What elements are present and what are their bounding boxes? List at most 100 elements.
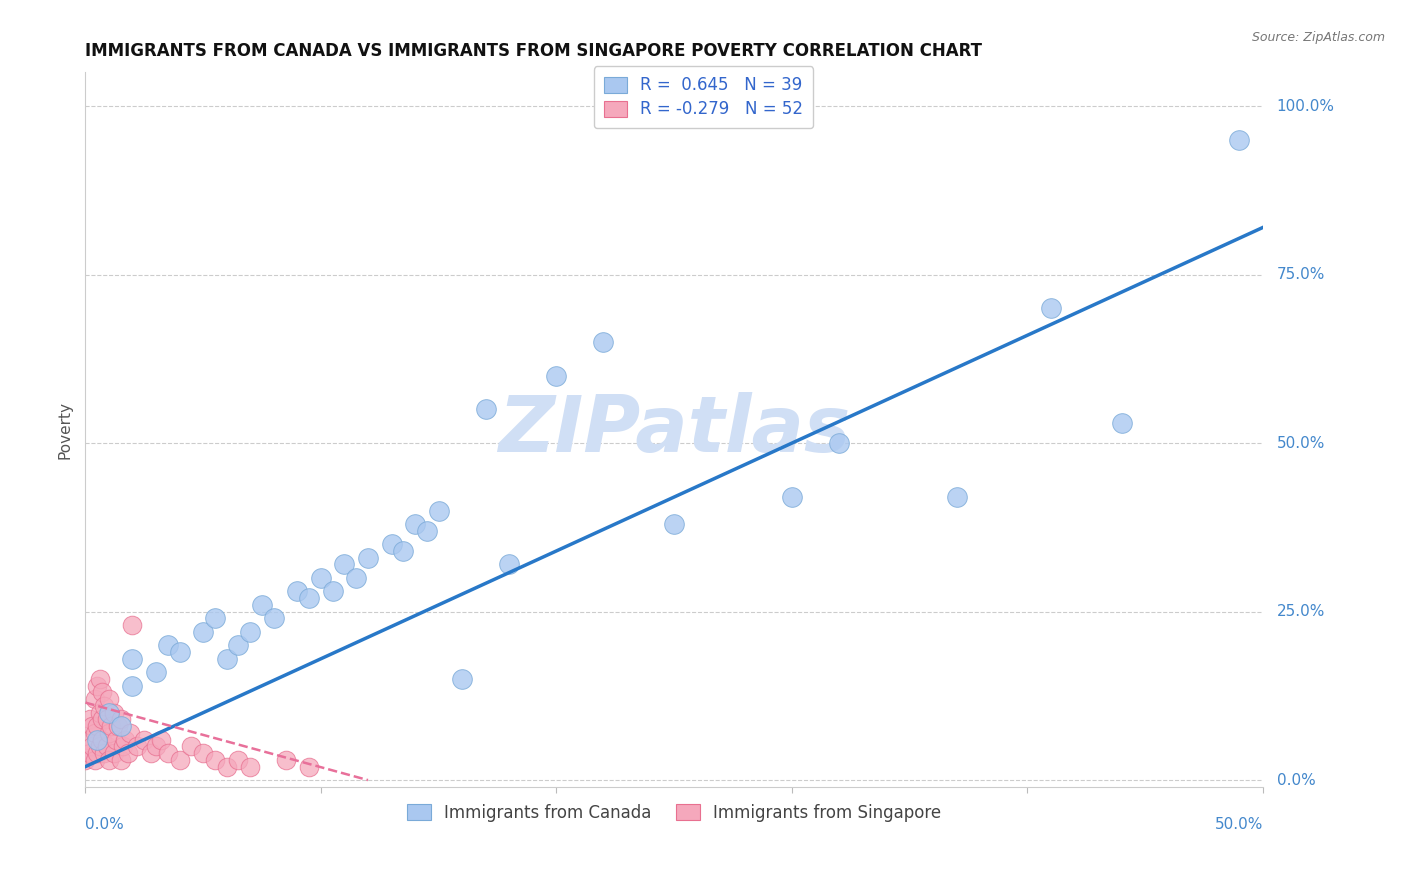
Text: 50.0%: 50.0% [1277, 435, 1324, 450]
Point [322, 584, 344, 599]
Point [1111, 416, 1133, 430]
Point [298, 759, 321, 773]
Point [180, 739, 202, 754]
Point [427, 503, 450, 517]
Text: 25.0%: 25.0% [1277, 604, 1324, 619]
Text: 50.0%: 50.0% [1215, 817, 1263, 832]
Point [89, 739, 111, 754]
Point [145, 739, 167, 754]
Point [451, 672, 474, 686]
Y-axis label: Poverty: Poverty [58, 401, 72, 458]
Point [149, 732, 172, 747]
Point [96, 713, 118, 727]
Point [474, 402, 496, 417]
Text: ZIPatlas: ZIPatlas [498, 392, 851, 467]
Point [134, 732, 156, 747]
Text: 0.0%: 0.0% [1277, 772, 1316, 788]
Point [90, 732, 112, 747]
Point [404, 516, 426, 531]
Point [107, 719, 129, 733]
Point [97, 726, 120, 740]
Text: 100.0%: 100.0% [1277, 99, 1334, 113]
Point [97, 706, 120, 720]
Point [82, 719, 104, 733]
Point [79, 713, 101, 727]
Legend: Immigrants from Canada, Immigrants from Singapore: Immigrants from Canada, Immigrants from … [401, 797, 948, 829]
Point [592, 334, 614, 349]
Point [79, 746, 101, 760]
Point [141, 746, 163, 760]
Point [110, 753, 132, 767]
Point [215, 652, 238, 666]
Point [145, 665, 167, 680]
Point [110, 719, 132, 733]
Point [309, 571, 332, 585]
Point [215, 759, 238, 773]
Point [191, 624, 214, 639]
Point [156, 638, 179, 652]
Point [75, 753, 97, 767]
Point [392, 544, 415, 558]
Point [156, 746, 179, 760]
Point [121, 618, 143, 632]
Point [86, 719, 108, 733]
Point [416, 524, 439, 538]
Point [1039, 301, 1062, 316]
Point [90, 713, 112, 727]
Point [285, 584, 308, 599]
Point [828, 436, 851, 450]
Point [112, 739, 135, 754]
Point [298, 591, 321, 606]
Point [263, 611, 285, 625]
Point [274, 753, 297, 767]
Point [89, 672, 111, 686]
Point [228, 753, 250, 767]
Point [82, 739, 104, 754]
Point [204, 611, 226, 625]
Text: Source: ZipAtlas.com: Source: ZipAtlas.com [1251, 31, 1385, 45]
Text: 0.0%: 0.0% [86, 817, 124, 832]
Point [169, 645, 191, 659]
Point [169, 753, 191, 767]
Point [86, 732, 108, 747]
Point [83, 692, 105, 706]
Point [104, 732, 127, 747]
Point [110, 713, 132, 727]
Point [97, 692, 120, 706]
Point [250, 598, 273, 612]
Point [93, 698, 115, 713]
Point [662, 516, 685, 531]
Point [239, 624, 262, 639]
Point [83, 753, 105, 767]
Point [86, 746, 108, 760]
Point [357, 550, 380, 565]
Text: IMMIGRANTS FROM CANADA VS IMMIGRANTS FROM SINGAPORE POVERTY CORRELATION CHART: IMMIGRANTS FROM CANADA VS IMMIGRANTS FRO… [86, 42, 983, 60]
Point [344, 571, 367, 585]
Point [204, 753, 226, 767]
Point [498, 558, 520, 572]
Point [239, 759, 262, 773]
Point [90, 685, 112, 699]
Point [83, 726, 105, 740]
Point [117, 746, 139, 760]
Point [228, 638, 250, 652]
Text: 75.0%: 75.0% [1277, 267, 1324, 282]
Point [89, 706, 111, 720]
Point [380, 537, 402, 551]
Point [86, 679, 108, 693]
Point [546, 368, 568, 383]
Point [333, 558, 356, 572]
Point [780, 490, 803, 504]
Point [100, 719, 122, 733]
Point [121, 652, 143, 666]
Point [1227, 133, 1250, 147]
Point [127, 739, 149, 754]
Point [96, 739, 118, 754]
Point [93, 746, 115, 760]
Point [97, 753, 120, 767]
Point [103, 706, 125, 720]
Point [120, 726, 142, 740]
Point [191, 746, 214, 760]
Point [103, 746, 125, 760]
Point [945, 490, 967, 504]
